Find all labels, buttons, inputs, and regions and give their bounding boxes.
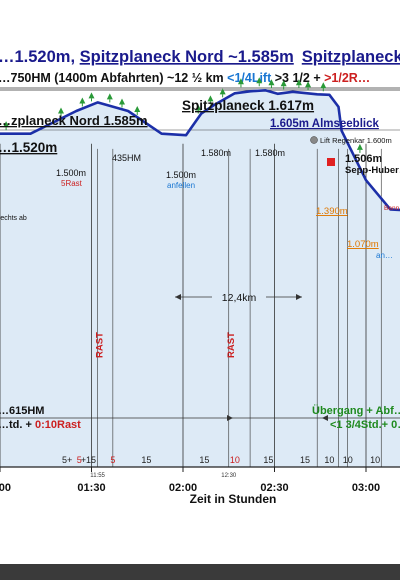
tree-icon	[119, 98, 125, 105]
info-b: >3 1/2 +	[271, 71, 324, 85]
bottom-left-time: …td. + 0:10Rast	[0, 419, 81, 431]
x-tick-label: 02:00	[169, 482, 197, 494]
title-part-3: Spitzplaneck 1…	[302, 48, 400, 66]
tree-icon	[256, 77, 263, 84]
note-an: an…	[376, 251, 393, 260]
info-a: …750HM (1400m Abfahrten) ~12 ½ km	[0, 71, 227, 85]
distance-label: 12,4km	[222, 292, 257, 304]
bottom-right-text-1: Übergang + Abf…	[312, 404, 400, 417]
orange-elevation-label: 1.070m	[347, 239, 379, 250]
tree-icon	[3, 121, 10, 128]
interval-label: 10	[230, 455, 240, 465]
tree-icon	[79, 97, 86, 104]
x-tick-label: 02:30	[260, 482, 288, 494]
note-lift: Lift Regenkar 1.600m	[320, 136, 392, 145]
distance-arrow-left	[175, 294, 181, 300]
title-part-2: Spitzplaneck Nord ~1.585m	[80, 48, 294, 66]
ref-arrow-2	[322, 415, 328, 421]
interval-label: +15	[81, 455, 96, 465]
interval-label: 5	[77, 455, 82, 465]
peak-label: Spitzplaneck 1.617m	[182, 98, 314, 113]
peak-label-spitzplaneck-nord: …zplaneck Nord 1.585m	[0, 113, 148, 128]
profile-line	[0, 89, 400, 212]
x-tick-label: 1:00	[0, 482, 11, 494]
tree-icon	[58, 107, 64, 114]
distance-arrow-right	[296, 294, 302, 300]
bottom-right-text-2: <1 3/4Std.+ 0…	[330, 419, 400, 431]
note-benn: Benn…	[384, 205, 400, 212]
x-tick-label: 01:30	[77, 482, 105, 494]
interval-label: 10	[343, 455, 353, 465]
tree-icon	[320, 82, 327, 89]
interval-label: 10	[370, 455, 380, 465]
x-tick-label: 03:00	[352, 482, 380, 494]
interval-label: 15	[300, 455, 310, 465]
orange-elevation-label: 1.390m	[316, 206, 348, 217]
interval-label: 15	[141, 455, 151, 465]
hm-left-label: …615HM	[0, 405, 44, 417]
tree-icon	[207, 95, 214, 102]
tree-icon	[219, 88, 226, 95]
interval-label: 15	[199, 455, 209, 465]
point-sublabel: 5Rast	[61, 179, 83, 188]
peak-label: …1.520m	[0, 140, 57, 155]
interval-label: 5+	[62, 455, 72, 465]
tree-icon	[305, 81, 312, 88]
header-info: …750HM (1400m Abfahrten) ~12 ½ km <1/4Li…	[0, 71, 370, 85]
point-sublabel: Sepp-Huber…	[345, 165, 400, 176]
point-label: 1.506m	[345, 153, 383, 165]
x-axis-label: Zeit in Stunden	[190, 492, 277, 506]
title-part-1: …1.520m,	[0, 48, 80, 66]
window-bottom-bar	[0, 564, 400, 580]
point-label: 435HM	[112, 153, 141, 163]
header-title: …1.520m, Spitzplaneck Nord ~1.585m Spitzp…	[0, 48, 400, 66]
tree-icon	[88, 92, 95, 99]
tree-icon	[237, 78, 244, 85]
interval-label: 15	[263, 455, 273, 465]
tree-icon	[280, 80, 287, 87]
point-label: 1.500m	[166, 170, 196, 180]
tree-icon	[356, 143, 363, 150]
interval-label: 10	[324, 455, 334, 465]
bottom-left-std: …td. +	[0, 419, 35, 431]
tree-icon	[195, 104, 202, 111]
bottom-left-rast: 0:10Rast	[35, 419, 81, 431]
rast-label: RAST	[95, 332, 106, 358]
plot-area: 12,4km …1.520m …zplaneck Nord 1.585m Spitzp…	[0, 77, 400, 494]
point-label: 1.500m	[56, 168, 86, 178]
tree-icon	[295, 79, 302, 86]
tree-icon	[134, 106, 141, 113]
ref-arrow	[227, 415, 233, 421]
rast-label: RAST	[226, 332, 237, 358]
hut-marker	[327, 158, 335, 166]
info-c: >1/2R…	[324, 71, 370, 85]
interval-label: 5	[110, 455, 115, 465]
peak-label: 1.605m Almseeblick	[270, 118, 379, 130]
info-lift: <1/4Lift	[227, 71, 272, 85]
note-rechts-ab: rechts ab	[0, 215, 27, 222]
point-label: 1.580m	[255, 148, 285, 158]
profile-fill	[0, 90, 400, 467]
time-mark: 11:55	[90, 473, 105, 479]
tree-icon	[268, 79, 275, 86]
tree-icon	[106, 93, 113, 100]
time-mark: 12:30	[221, 473, 237, 479]
point-label: 1.580m	[201, 148, 231, 158]
lift-station-marker	[310, 136, 318, 144]
point-sublabel: anfellen	[167, 181, 195, 190]
